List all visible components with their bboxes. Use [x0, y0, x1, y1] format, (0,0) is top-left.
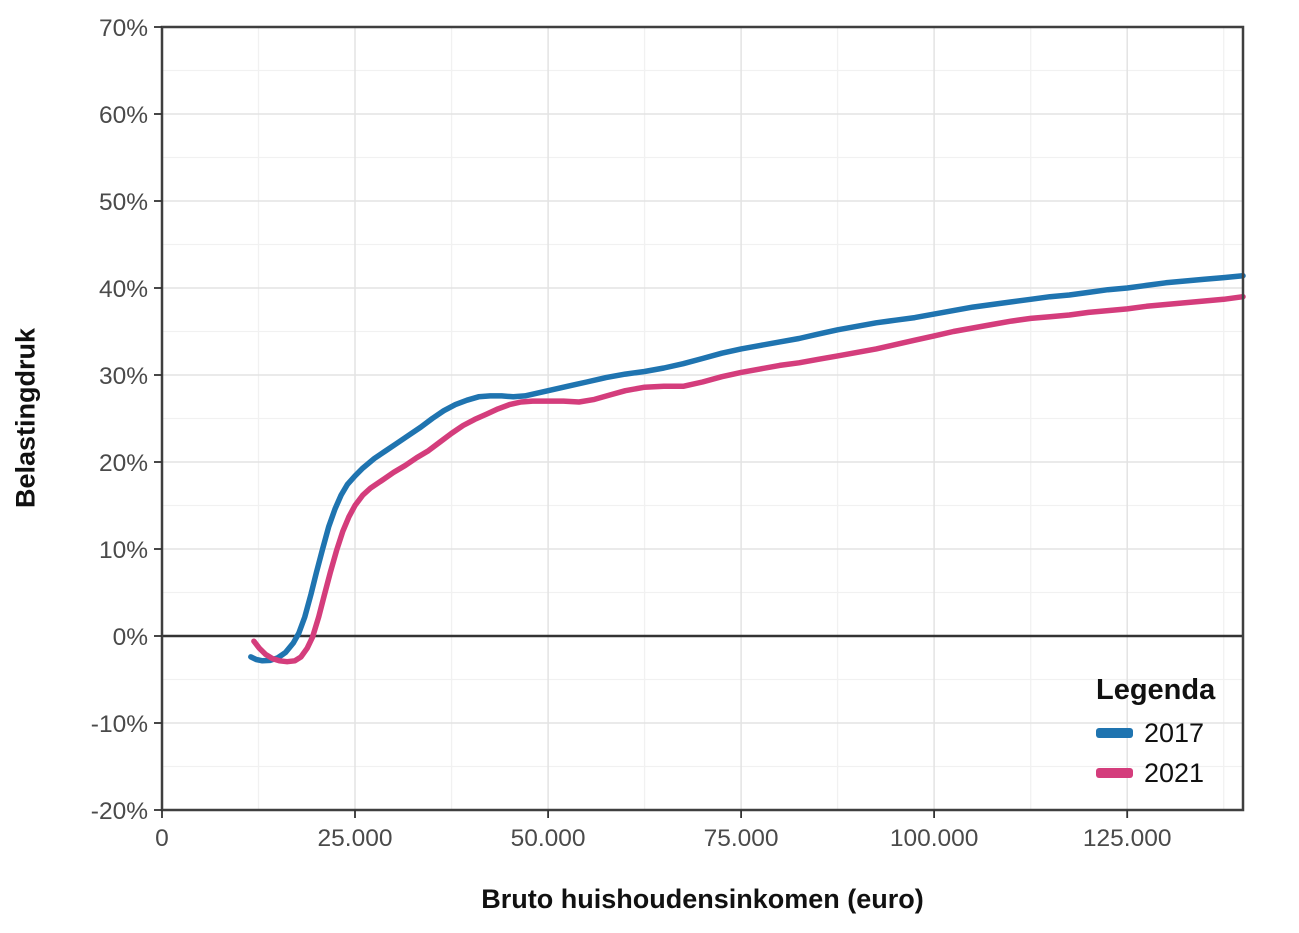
- legend-swatch-2017-icon: [1096, 728, 1133, 738]
- y-tick-label: -20%: [91, 798, 148, 825]
- x-tick-label: 25.000: [318, 825, 393, 852]
- series-line-2021: [251, 293, 1246, 665]
- y-tick-label: 20%: [99, 450, 148, 477]
- legend-item-2021: 2021: [1096, 757, 1215, 789]
- panel-border: [160, 25, 1245, 812]
- y-tick-label: 30%: [99, 363, 148, 390]
- y-tick-label: 50%: [99, 189, 148, 216]
- y-tick-label: 10%: [99, 537, 148, 564]
- x-tick-label: 125.000: [1083, 825, 1172, 852]
- y-axis-title: Belastingdruk: [10, 327, 41, 509]
- x-tick-label: 50.000: [511, 825, 586, 852]
- legend-item-2017: 2017: [1096, 717, 1215, 749]
- x-tick-label: 100.000: [890, 825, 979, 852]
- legend-title: Legenda: [1096, 674, 1216, 706]
- legend-swatch-2021-icon: [1096, 768, 1133, 778]
- y-tick-label: 60%: [99, 102, 148, 129]
- y-tick-label: 0%: [113, 624, 148, 651]
- y-tick-label: 70%: [99, 15, 148, 42]
- y-tick-label: 40%: [99, 276, 148, 303]
- x-tick-label: 0: [155, 825, 169, 852]
- legend: Legenda 2017 2021: [1096, 674, 1215, 797]
- series-line-2017: [248, 273, 1246, 664]
- x-axis-title: Bruto huishoudensinkomen (euro): [481, 884, 924, 914]
- legend-label-2021: 2021: [1144, 757, 1205, 788]
- y-tick-label: -10%: [91, 711, 148, 738]
- legend-label-2017: 2017: [1144, 717, 1205, 748]
- x-tick-label: 75.000: [704, 825, 779, 852]
